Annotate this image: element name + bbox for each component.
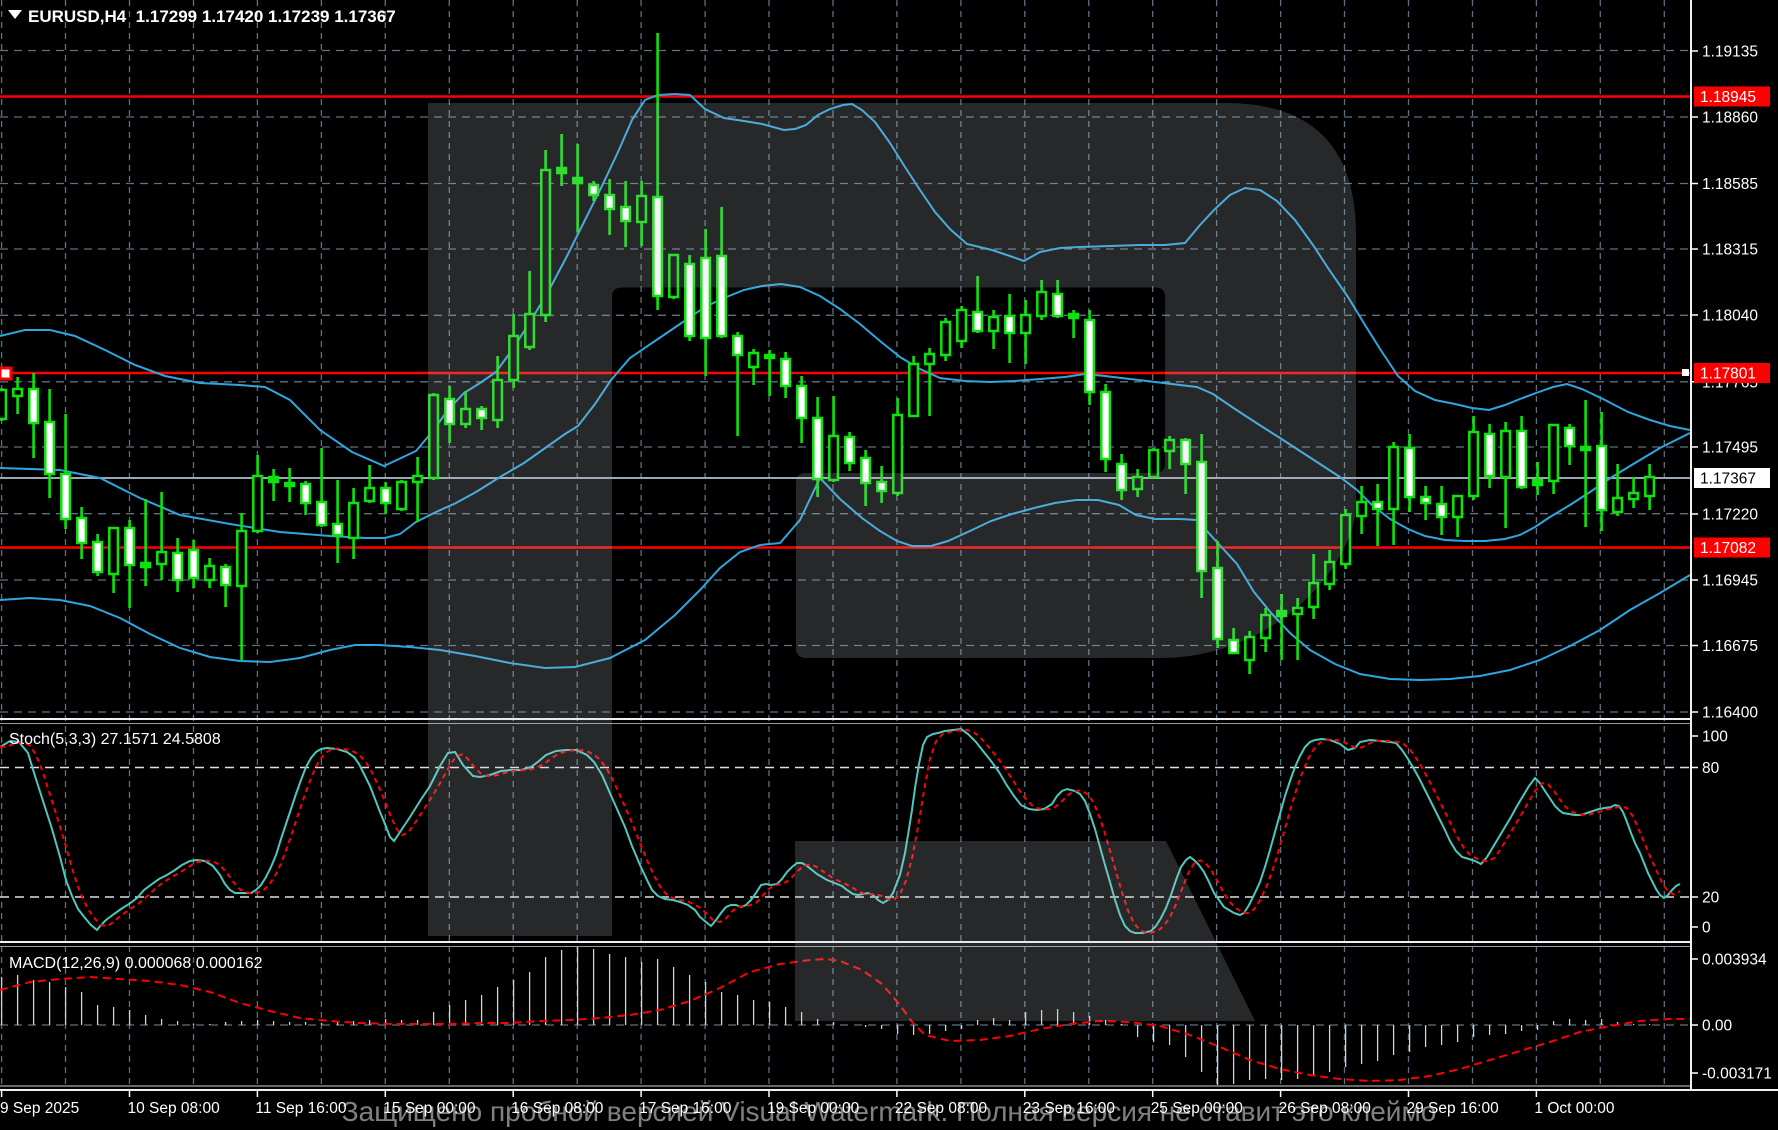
svg-text:0: 0 [1702, 920, 1711, 937]
svg-text:1.17082: 1.17082 [1700, 540, 1756, 557]
svg-text:29 Sep 16:00: 29 Sep 16:00 [1407, 1100, 1500, 1117]
svg-text:9 Sep 2025: 9 Sep 2025 [0, 1100, 79, 1117]
svg-text:80: 80 [1702, 760, 1720, 777]
svg-text:20: 20 [1702, 890, 1720, 907]
svg-text:22 Sep 08:00: 22 Sep 08:00 [895, 1100, 988, 1117]
svg-text:-0.003171: -0.003171 [1702, 1066, 1772, 1083]
svg-text:EURUSD,H4 1.17299 1.17420 1.1: EURUSD,H4 1.17299 1.17420 1.17239 1.1736… [28, 7, 396, 26]
svg-text:Защищено пробной версией Visua: Защищено пробной версией Visual Watermar… [342, 1096, 1437, 1127]
svg-text:1.17801: 1.17801 [1700, 366, 1756, 383]
svg-text:1.18945: 1.18945 [1700, 89, 1756, 106]
svg-text:17 Sep 16:00: 17 Sep 16:00 [639, 1100, 732, 1117]
svg-text:1.18315: 1.18315 [1702, 242, 1758, 259]
svg-text:1.16400: 1.16400 [1702, 705, 1758, 722]
svg-text:1.18585: 1.18585 [1702, 176, 1758, 193]
svg-text:23 Sep 16:00: 23 Sep 16:00 [1023, 1100, 1116, 1117]
svg-text:0.003934: 0.003934 [1702, 952, 1767, 969]
svg-text:16 Sep 08:00: 16 Sep 08:00 [511, 1100, 604, 1117]
svg-text:1.18860: 1.18860 [1702, 110, 1758, 127]
svg-text:1.17367: 1.17367 [1700, 471, 1756, 488]
svg-text:26 Sep 08:00: 26 Sep 08:00 [1279, 1100, 1372, 1117]
svg-text:19 Sep 00:00: 19 Sep 00:00 [767, 1100, 860, 1117]
svg-text:1.16945: 1.16945 [1702, 573, 1758, 590]
svg-text:1.17495: 1.17495 [1702, 440, 1758, 457]
svg-text:Stoch(5,3,3) 27.1571 24.5808: Stoch(5,3,3) 27.1571 24.5808 [9, 731, 221, 748]
svg-text:1.17220: 1.17220 [1702, 507, 1758, 524]
svg-text:1.18040: 1.18040 [1702, 308, 1758, 325]
svg-text:0.00: 0.00 [1702, 1018, 1733, 1035]
svg-text:11 Sep 16:00: 11 Sep 16:00 [255, 1100, 346, 1117]
svg-text:1.16675: 1.16675 [1702, 638, 1758, 655]
svg-text:100: 100 [1702, 729, 1728, 746]
svg-text:15 Sep 00:00: 15 Sep 00:00 [383, 1100, 476, 1117]
svg-text:10 Sep 08:00: 10 Sep 08:00 [128, 1100, 221, 1117]
svg-text:1.19135: 1.19135 [1702, 44, 1758, 61]
svg-text:MACD(12,26,9) 0.000068 0.00016: MACD(12,26,9) 0.000068 0.000162 [9, 955, 263, 972]
svg-text:25 Sep 00:00: 25 Sep 00:00 [1151, 1100, 1244, 1117]
svg-text:1 Oct 00:00: 1 Oct 00:00 [1534, 1100, 1615, 1117]
